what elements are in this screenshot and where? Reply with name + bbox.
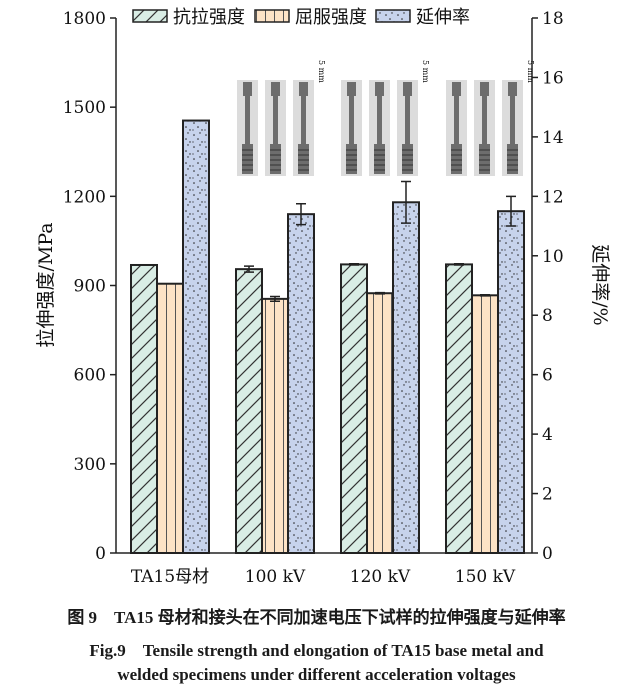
y-tick-label: 900 [74,277,106,297]
y2-axis-label: 延伸率/% [589,244,611,325]
specimen-shape [270,82,281,174]
bar-2 [497,210,525,554]
x-tick-label: 150 kV [455,567,516,587]
x-tick-label: 100 kV [245,567,306,587]
y2-tick-label: 8 [542,306,553,326]
bar-0 [130,263,158,554]
scale-label: 5 mm [317,60,326,83]
error-bar [506,195,516,227]
bar-2 [392,201,420,554]
specimen-shape [451,82,462,174]
caption-en-2: welded specimens under different acceler… [117,665,516,684]
y2-tick-label: 18 [542,9,564,29]
y-tick-label: 1500 [63,98,106,118]
y-axis-label: 拉伸强度/MPa [35,222,57,347]
scale-label: 5 mm [421,60,430,83]
y2-tick-label: 10 [542,247,564,267]
legend-swatch [254,9,290,23]
error-bar [349,263,359,266]
y2-tick-label: 6 [542,366,553,386]
bar-1 [366,292,394,554]
y-tick-label: 600 [74,366,106,386]
specimen-shape [242,82,253,174]
error-bar [270,295,280,303]
specimen-shape [479,82,490,174]
bar-2 [287,213,315,555]
y-tick-label: 1200 [63,187,106,207]
y-tick-label: 0 [95,544,106,564]
legend-label: 抗拉强度 [173,7,245,28]
bar-1 [261,297,289,554]
specimen-shape [346,82,357,174]
y-tick-label: 300 [74,455,106,475]
y-tick-label: 1800 [63,9,106,29]
error-bar [401,180,411,224]
error-bar [296,203,306,226]
specimen-shape [374,82,385,174]
legend-label: 延伸率 [416,7,470,28]
bar-1 [471,294,499,554]
error-bar [454,263,464,266]
specimen-shape [507,82,518,174]
specimen-shape [298,82,309,174]
x-tick-label: TA15母材 [131,567,209,587]
bar-0 [340,263,368,554]
legend-label: 屈服强度 [295,7,367,28]
scale-label: 5 mm [526,60,535,83]
y2-tick-label: 14 [542,128,564,148]
caption-en-1: Fig.9 Tensile strength and elongation of… [89,641,544,660]
chart: 0 300 600 900 1200 1500 1800 0 2 4 6 8 10 12 14 16 18 TA1… [35,7,611,587]
y2-tick-label: 4 [542,425,553,445]
bar-0 [445,263,473,554]
y2-tick-label: 16 [542,68,564,88]
legend-swatch [132,9,168,23]
specimen-shape [402,82,413,174]
legend-swatch [375,9,411,23]
bar-1 [156,282,184,554]
error-bar [480,293,490,297]
y2-tick-label: 12 [542,187,564,207]
x-tick-label: 120 kV [350,567,411,587]
y2-tick-label: 0 [542,544,553,564]
error-bar [375,291,385,295]
error-bar [244,265,254,273]
bar-0 [235,268,263,554]
caption-cn: 图 9 TA15 母材和接头在不同加速电压下试样的拉伸强度与延伸率 [67,608,566,627]
y2-tick-label: 2 [542,485,553,505]
bar-2 [182,119,210,555]
